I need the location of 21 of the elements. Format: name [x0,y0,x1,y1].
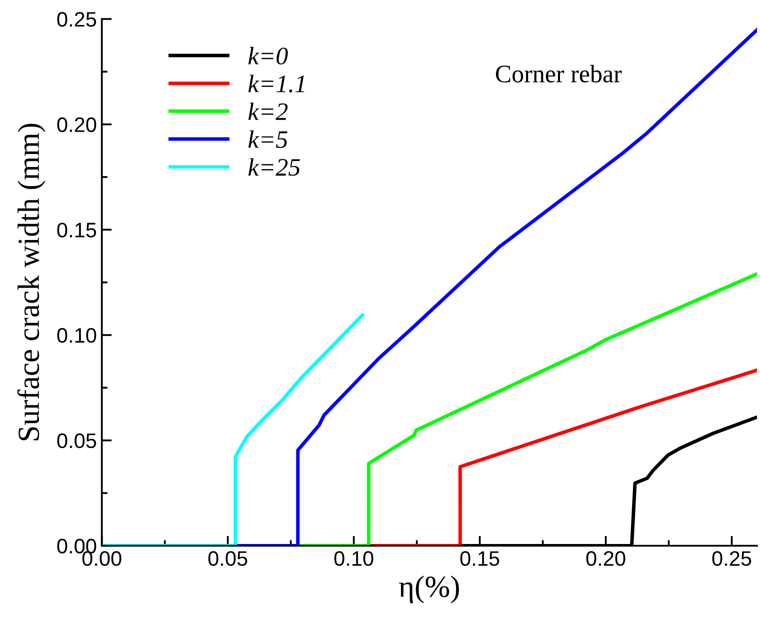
y-tick-label: 0.20 [57,117,96,132]
y-axis-title: Surface crack width (mm) [17,124,46,440]
x-tick-label: 0.25 [712,551,752,566]
legend-label: k=25 [248,158,300,176]
annotation: Corner rebar [496,64,622,82]
legend-label: k=0 [248,46,288,65]
x-tick-label: 0.05 [208,551,248,566]
x-tick-label: 0.15 [460,551,500,566]
legend-label: k=5 [248,130,288,148]
y-tick-label: 0.10 [57,328,96,343]
y-tick-label: 0.25 [57,12,96,27]
y-tick-label: 0.00 [57,538,96,554]
y-tick-label: 0.05 [57,433,96,448]
x-axis-title: η(%) [398,576,459,604]
x-tick-label: 0.10 [334,551,374,566]
legend-label: k=2 [248,102,288,120]
x-tick-label: 0.20 [586,551,626,566]
line-series [102,314,364,546]
legend-label: k=1.1 [248,74,304,92]
x-tick-label: 0.00 [82,551,122,566]
y-tick-label: 0.15 [57,222,96,238]
